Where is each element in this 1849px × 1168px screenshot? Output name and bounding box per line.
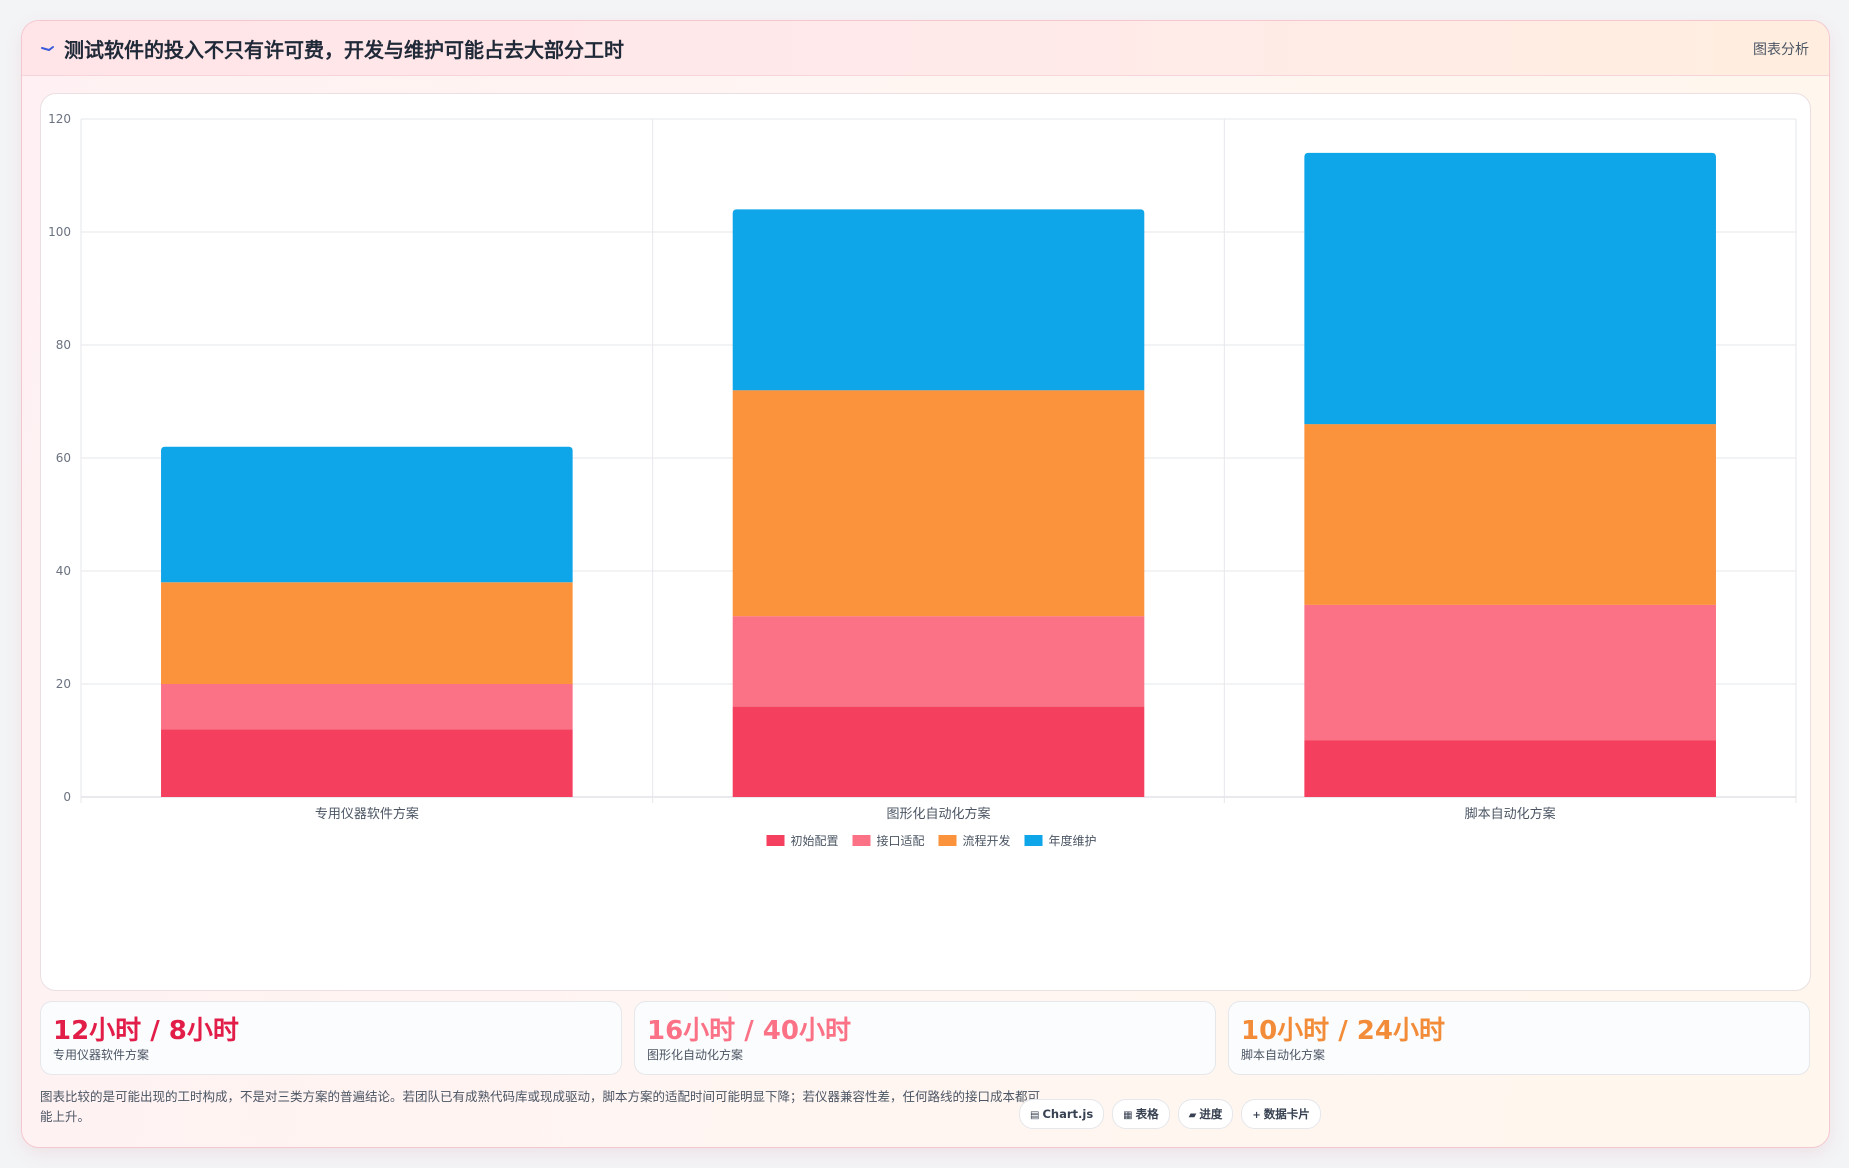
chart-analysis-label[interactable]: 图表分析: [1753, 42, 1809, 58]
chip-label: 表格: [1135, 1107, 1159, 1121]
chip-label: Chart.js: [1042, 1107, 1094, 1121]
bar-segment-1[interactable]: [161, 729, 573, 797]
stacked-bar-chart: 0 20 40 60 80 100 120 专用仪器软件方案 图形化自动化方案 脚本自动化方案初始…: [48, 112, 1797, 848]
bar-segment-2[interactable]: [161, 684, 573, 730]
chip-label: 数据卡片: [1263, 1107, 1310, 1121]
bar-segment-2[interactable]: [732, 616, 1145, 707]
y-tick-label: 120: [48, 112, 71, 126]
legend-swatch[interactable]: [766, 835, 785, 846]
x-category-label: 图形化自动化方案: [886, 806, 990, 822]
bar-segment-3[interactable]: [1304, 424, 1716, 605]
trend-line-icon: [41, 46, 54, 52]
chip-label: 进度: [1199, 1107, 1223, 1121]
stat-label: 图形化自动化方案: [647, 1048, 744, 1062]
bar-segment-1[interactable]: [732, 706, 1145, 797]
legend-item-label[interactable]: 流程开发: [963, 833, 1011, 848]
stat-card-script: 10小时 / 24小时 脚本自动化方案: [1228, 1001, 1810, 1075]
bar-segment-3[interactable]: [161, 582, 573, 684]
stat-card-graphical: 16小时 / 40小时 图形化自动化方案: [634, 1001, 1216, 1075]
chart-icon: ▤: [1030, 1110, 1040, 1121]
chart-panel: 0 20 40 60 80 100 120 专用仪器软件方案 图形化自动化方案 脚本自动化方案初始…: [40, 93, 1811, 991]
bar-segment-1[interactable]: [1304, 740, 1716, 798]
legend-swatch[interactable]: [852, 835, 871, 846]
footnote: 图表比较的是可能出现的工时构成，不是对三类方案的普遍结论。若团队已有成熟代码库或…: [40, 1089, 1041, 1124]
progress-icon: ▰: [1188, 1110, 1197, 1121]
plus-icon: +: [1252, 1110, 1261, 1121]
stat-card-instrument: 12小时 / 8小时 专用仪器软件方案: [40, 1001, 622, 1075]
feature-chips: ▤ Chart.js ▦ 表格 ▰ 进度 + 数据卡片: [1019, 1099, 1321, 1129]
stat-label: 脚本自动化方案: [1241, 1048, 1326, 1062]
card-header: 测试软件的投入不只有许可费，开发与维护可能占去大部分工时 图表分析: [22, 21, 1829, 76]
stat-label: 专用仪器软件方案: [53, 1048, 150, 1062]
chip-table[interactable]: ▦ 表格: [1112, 1099, 1170, 1129]
legend-swatch[interactable]: [1024, 835, 1043, 846]
page-title: 测试软件的投入不只有许可费，开发与维护可能占去大部分工时: [64, 38, 624, 62]
chart-card: 测试软件的投入不只有许可费，开发与维护可能占去大部分工时 图表分析 0 20 40 6…: [21, 20, 1830, 1148]
bar-segment-4[interactable]: [161, 446, 573, 583]
legend-swatch[interactable]: [938, 835, 957, 846]
stat-value: 16小时 / 40小时: [647, 1016, 851, 1046]
stat-value: 12小时 / 8小时: [53, 1016, 239, 1046]
x-category-label: 专用仪器软件方案: [315, 806, 419, 822]
bar-segment-2[interactable]: [1304, 604, 1716, 741]
y-tick-label: 0: [63, 790, 71, 804]
y-tick-label: 100: [48, 225, 71, 239]
y-tick-label: 60: [56, 451, 71, 465]
chip-progress[interactable]: ▰ 进度: [1177, 1099, 1234, 1129]
table-icon: ▦: [1123, 1110, 1133, 1121]
chip-chartjs[interactable]: ▤ Chart.js: [1019, 1099, 1105, 1129]
bar-segment-4[interactable]: [732, 209, 1145, 391]
bar-segment-3[interactable]: [732, 390, 1145, 617]
bar-segment-4[interactable]: [1304, 152, 1716, 425]
chip-data-card[interactable]: + 数据卡片: [1241, 1099, 1321, 1129]
stat-value: 10小时 / 24小时: [1241, 1016, 1445, 1046]
y-tick-label: 20: [56, 677, 71, 691]
x-category-label: 脚本自动化方案: [1465, 806, 1556, 822]
legend-item-label[interactable]: 接口适配: [877, 833, 925, 848]
y-tick-label: 40: [56, 564, 71, 578]
legend-item-label[interactable]: 年度维护: [1049, 833, 1097, 848]
legend-item-label[interactable]: 初始配置: [791, 834, 839, 848]
y-tick-label: 80: [56, 338, 71, 352]
